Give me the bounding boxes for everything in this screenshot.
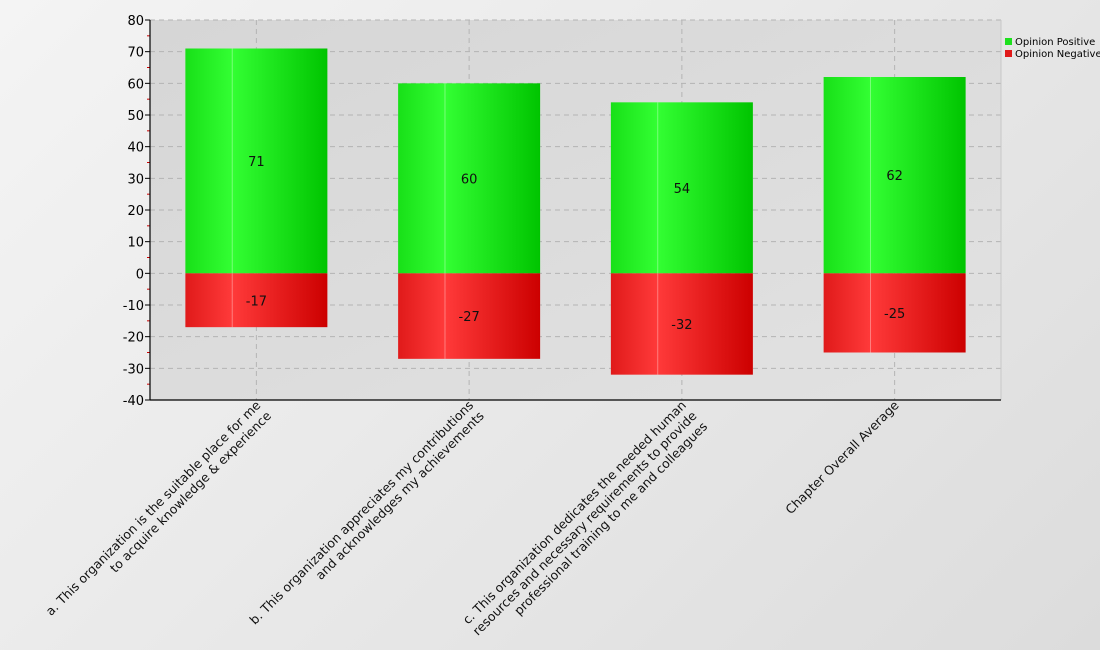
data-label-negative: -32	[671, 318, 692, 333]
category-label-line: a. This organization is the suitable pla…	[43, 397, 264, 618]
data-label-positive: 54	[674, 182, 691, 197]
legend-swatch	[1005, 50, 1012, 57]
data-label-positive: 60	[461, 172, 478, 187]
category-label-line: resources and necessary requirements to …	[469, 408, 699, 638]
data-label-negative: -17	[246, 294, 267, 309]
y-tick-label: 50	[127, 109, 144, 124]
y-tick-label: -10	[123, 299, 144, 314]
bar-negative	[185, 273, 328, 328]
bar-negative	[823, 273, 966, 353]
y-tick-label: -20	[123, 331, 144, 346]
category-label: Chapter Overall Average	[782, 397, 902, 517]
bars	[185, 48, 966, 375]
data-label-positive: 62	[886, 169, 903, 184]
y-tick-label: 30	[127, 172, 144, 187]
bar-positive	[398, 83, 541, 274]
y-tick-label: 60	[127, 77, 144, 92]
y-tick-label: -30	[123, 362, 144, 377]
y-tick-label: 80	[127, 14, 144, 29]
axes	[145, 19, 1001, 401]
bar-positive	[823, 77, 966, 274]
category-label: c. This organization dedicates the neede…	[459, 398, 710, 639]
category-label-line: Chapter Overall Average	[782, 397, 902, 517]
y-tick-label: 70	[127, 46, 144, 61]
y-tick-label: 0	[136, 267, 144, 282]
category-label-line: b. This organization appreciates my cont…	[246, 398, 476, 628]
bar-positive	[610, 102, 753, 274]
legend-label: Opinion Negative	[1015, 49, 1100, 60]
y-tick-label: 40	[127, 141, 144, 156]
bar-negative	[610, 273, 753, 375]
legend-label: Opinion Positive	[1015, 37, 1095, 48]
bar-positive	[185, 48, 328, 274]
data-label-negative: -25	[884, 307, 905, 322]
category-label-line: professional training to me and colleagu…	[511, 419, 710, 618]
y-tick-label: -40	[123, 394, 144, 409]
category-label: b. This organization appreciates my cont…	[246, 398, 486, 628]
category-label-line: to acquire knowledge & experience	[107, 408, 275, 576]
category-label-line: c. This organization dedicates the neede…	[459, 398, 689, 628]
y-tick-label: 10	[127, 236, 144, 251]
data-label-negative: -27	[459, 310, 480, 325]
legend-swatch	[1005, 38, 1012, 45]
data-label-positive: 71	[248, 155, 265, 170]
y-tick-label: 20	[127, 204, 144, 219]
bar-negative	[398, 273, 541, 359]
category-label-line: and acknowledges my achievements	[312, 408, 486, 582]
category-label: a. This organization is the suitable pla…	[43, 397, 275, 618]
